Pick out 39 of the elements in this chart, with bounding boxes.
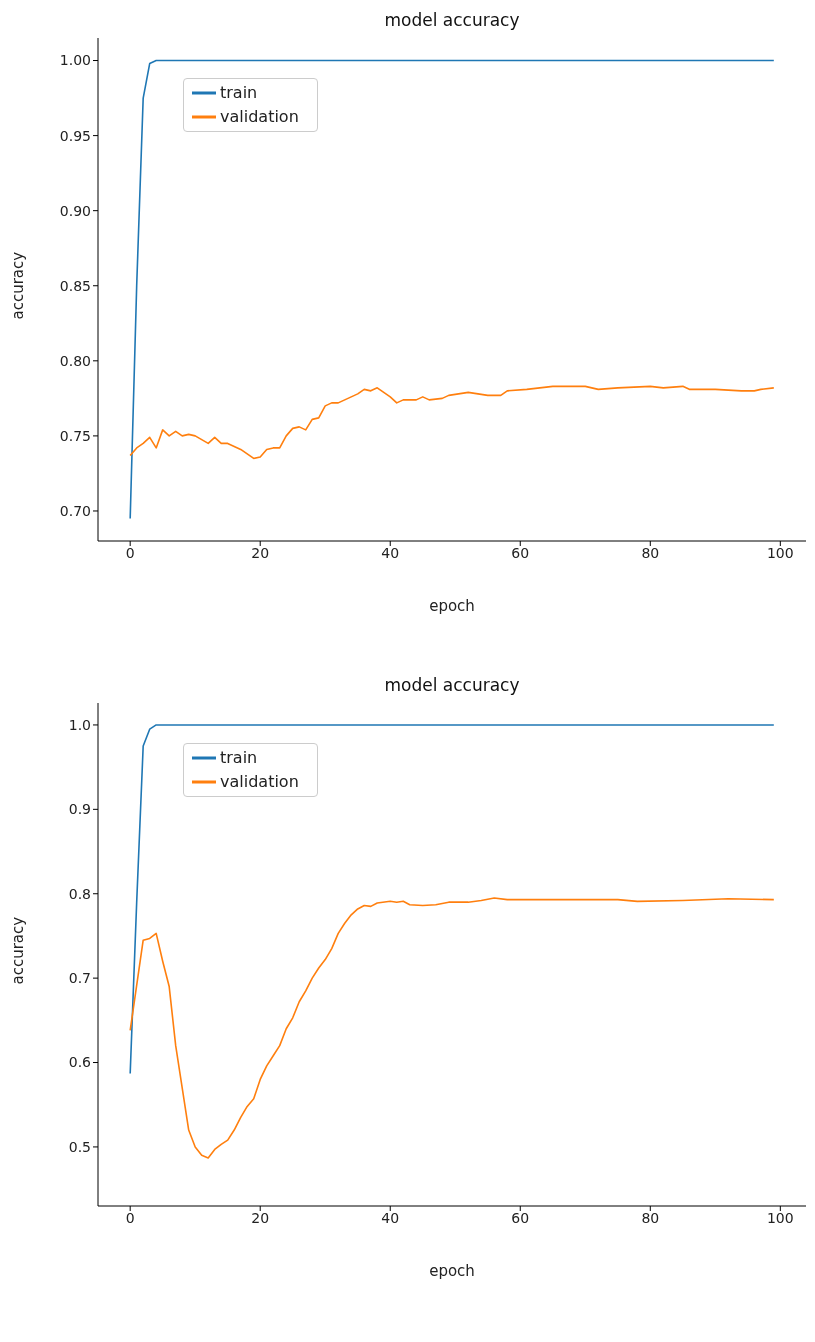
- x-tick-label: 20: [251, 1209, 270, 1226]
- x-tick-label: 80: [641, 1209, 660, 1226]
- y-tick-label: 0.7: [68, 970, 91, 987]
- chart-title: model accuracy: [383, 675, 521, 695]
- x-tick-label: 40: [381, 544, 400, 561]
- y-tick-label: 0.9: [68, 801, 91, 818]
- x-tick-label: 100: [766, 1209, 794, 1226]
- x-tick-label: 40: [381, 1209, 400, 1226]
- y-tick-label: 1.0: [68, 716, 91, 733]
- y-tick-label: 0.75: [59, 427, 91, 444]
- legend-label: train: [220, 82, 258, 102]
- chart-title: model accuracy: [383, 10, 521, 30]
- line-series: [129, 724, 775, 1075]
- legend-label: validation: [220, 106, 299, 126]
- y-axis-title: accuracy: [9, 251, 28, 320]
- line-series: [129, 59, 775, 520]
- y-tick-label: 0.80: [59, 352, 91, 369]
- x-tick-label: 20: [251, 544, 270, 561]
- y-tick-label: 0.6: [68, 1054, 92, 1071]
- x-tick-label: 0: [125, 544, 135, 561]
- y-axis-title: accuracy: [9, 916, 28, 985]
- legend-label: validation: [220, 771, 299, 791]
- y-tick-label: 0.95: [59, 127, 91, 144]
- x-axis-title: epoch: [429, 597, 475, 615]
- x-tick-label: 60: [511, 544, 530, 561]
- y-tick-label: 0.85: [59, 277, 91, 294]
- x-tick-label: 60: [511, 1209, 530, 1226]
- line-series: [129, 897, 775, 1159]
- y-tick-label: 0.8: [68, 885, 91, 902]
- y-tick-label: 1.00: [59, 52, 91, 69]
- x-tick-label: 0: [125, 1209, 135, 1226]
- legend-label: train: [220, 747, 258, 767]
- y-tick-label: 0.5: [68, 1138, 91, 1155]
- line-series: [129, 385, 775, 460]
- x-tick-label: 100: [766, 544, 794, 561]
- x-axis-title: epoch: [429, 1262, 475, 1280]
- x-tick-label: 80: [641, 544, 660, 561]
- y-tick-label: 0.90: [59, 202, 91, 219]
- y-tick-label: 0.70: [59, 502, 91, 519]
